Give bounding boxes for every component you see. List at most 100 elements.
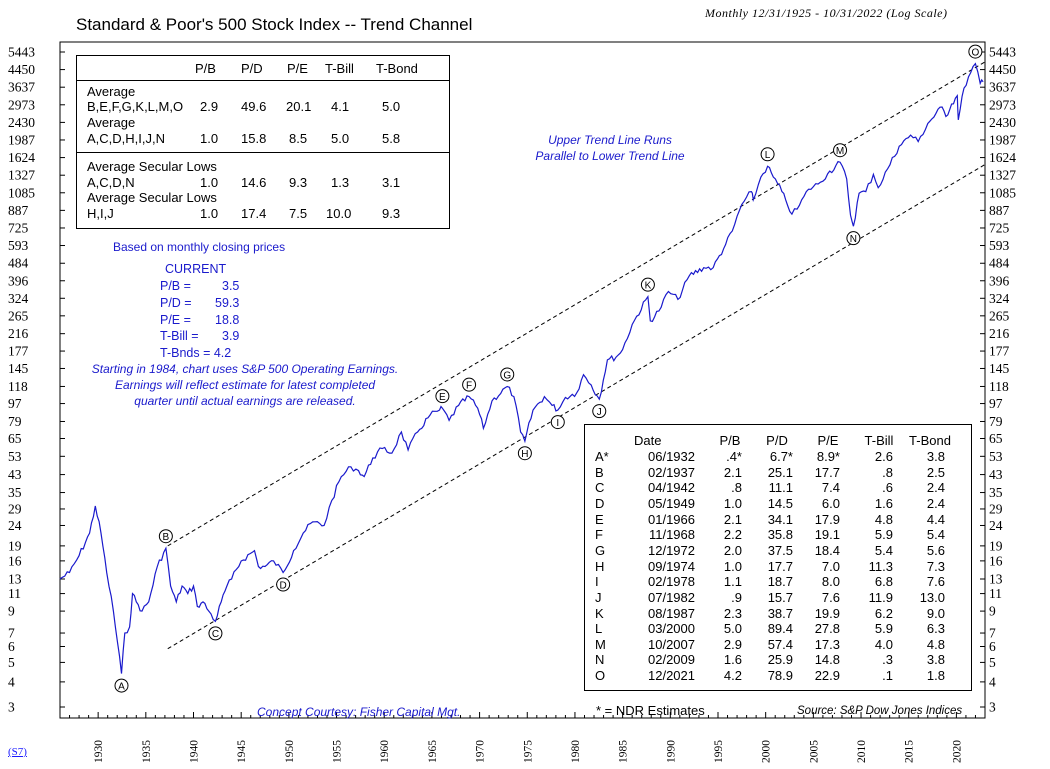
y-tick-label-right: 593 <box>989 238 1010 253</box>
y-tick-label-right: 7 <box>989 626 996 641</box>
avg-row1-label1: Average <box>87 84 136 99</box>
avg-row1-pe: 20.1 <box>286 99 312 114</box>
pt-row-pb: 2.3 <box>723 605 742 621</box>
pt-header-date: Date <box>634 433 662 448</box>
avg-row1-pd: 49.6 <box>241 99 267 114</box>
pt-row-pd: 25.9 <box>767 652 793 668</box>
current-tbnds: T-Bnds = 4.2 <box>160 346 232 360</box>
point-label-N: N <box>850 234 857 245</box>
avg-row1-tbill: 4.1 <box>331 99 350 114</box>
monthly-note: Based on monthly closing prices <box>113 240 286 254</box>
trend-note-2: Parallel to Lower Trend Line <box>535 149 685 163</box>
point-marker-L <box>760 147 775 162</box>
point-label-K: K <box>645 280 652 291</box>
y-tick-label-right: 4450 <box>989 62 1016 77</box>
date-range: Monthly 12/31/1925 - 10/31/2022 (Log Sca… <box>705 6 948 20</box>
y-tick-label-left: 79 <box>8 414 22 429</box>
y-tick-label-left: 118 <box>8 379 28 394</box>
pt-row-pd: 57.4 <box>767 636 793 652</box>
pt-row-point: C <box>595 480 605 496</box>
avg-row3-pe: 9.3 <box>289 175 308 190</box>
pt-row-date: 06/1932 <box>648 449 695 464</box>
x-tick-label: 1960 <box>379 740 391 763</box>
pt-row-pd: 11.1 <box>768 480 793 496</box>
pt-row-pd: 6.7* <box>769 449 793 464</box>
y-tick-label-left: 396 <box>8 273 29 288</box>
y-tick-label-left: 11 <box>8 586 21 601</box>
avg-header-pe: P/E <box>287 61 308 76</box>
pt-row-tbill: 5.9 <box>874 621 893 637</box>
avg-row3-label1: Average Secular Lows <box>87 159 217 174</box>
point-marker-H <box>517 446 532 461</box>
y-tick-label-right: 97 <box>989 396 1003 411</box>
x-tick-label: 2005 <box>808 740 820 763</box>
pt-row-pb: 1.0 <box>723 558 742 574</box>
avg-row3-pb: 1.0 <box>200 175 219 190</box>
pt-row-date: 02/1978 <box>648 574 695 590</box>
pt-row-pe: 19.1 <box>814 527 840 543</box>
y-tick-label-left: 9 <box>8 604 15 619</box>
y-tick-label-left: 6 <box>8 639 15 654</box>
point-marker-J <box>592 404 607 419</box>
earnings-note-3: quarter until actual earnings are releas… <box>134 394 356 408</box>
avg-row2-tbill: 5.0 <box>331 131 350 146</box>
current-pb-value: 3.5 <box>222 279 240 293</box>
x-tick-label: 1935 <box>141 740 153 763</box>
y-tick-label-left: 216 <box>8 326 29 341</box>
concept-note: Concept Courtesy: Fisher Capital Mgt. <box>257 705 461 719</box>
pt-row-pd: 78.9 <box>767 668 793 684</box>
avg-row3-tbill: 1.3 <box>331 175 350 190</box>
y-tick-label-right: 13 <box>989 571 1003 586</box>
y-tick-label-left: 29 <box>8 501 22 516</box>
pt-row-pb: 2.1 <box>723 511 742 527</box>
y-tick-label-left: 35 <box>8 485 22 500</box>
y-tick-label-left: 1624 <box>8 150 35 165</box>
pt-header-tbond: T-Bond <box>909 433 951 448</box>
x-tick-label: 1995 <box>713 740 725 763</box>
avg-row4-pd: 17.4 <box>241 206 267 221</box>
point-marker-D <box>276 577 291 592</box>
point-label-M: M <box>836 146 844 157</box>
pt-row-date: 04/1942 <box>648 480 695 496</box>
y-tick-label-right: 5443 <box>989 45 1016 60</box>
pt-row-pe: 27.8 <box>814 621 840 637</box>
current-pe-label: P/E = <box>160 313 191 327</box>
pt-row-tbill: .1 <box>882 668 893 684</box>
pt-row-point: L <box>595 621 603 637</box>
pt-row-pd: 38.7 <box>767 605 793 621</box>
point-marker-B <box>158 529 173 544</box>
avg-row4-pe: 7.5 <box>289 206 308 221</box>
y-tick-label-right: 43 <box>989 467 1003 482</box>
y-tick-label-right: 177 <box>989 344 1010 359</box>
y-tick-label-right: 2973 <box>989 97 1016 112</box>
chart-code-link[interactable]: (S7) <box>8 746 27 758</box>
x-tick-label: 1980 <box>570 740 582 763</box>
pt-row-tbond: 7.3 <box>926 558 945 574</box>
y-tick-label-right: 11 <box>989 586 1002 601</box>
pt-row-point: G <box>595 542 606 558</box>
pt-row-date: 03/2000 <box>648 621 695 637</box>
chart-title: Standard & Poor's 500 Stock Index -- Tre… <box>76 15 473 34</box>
pt-row-pb: 2.2 <box>723 527 742 543</box>
y-tick-label-left: 1987 <box>8 132 35 147</box>
point-label-D: D <box>280 580 287 591</box>
pt-row-pe: 7.0 <box>821 558 840 574</box>
pt-row-pb: .8 <box>731 480 742 496</box>
trend-line-lower <box>167 164 986 650</box>
pt-row-date: 01/1966 <box>648 511 695 527</box>
current-pe-value: 18.8 <box>215 313 240 327</box>
avg-row1-label2: B,E,F,G,K,L,M,O <box>87 99 184 114</box>
pt-row-tbond: 2.4 <box>926 495 945 511</box>
y-tick-label-left: 145 <box>8 361 29 376</box>
pt-row-pe: 8.9* <box>816 449 840 464</box>
avg-row2-label1: Average <box>87 115 136 130</box>
pt-row-pe: 19.9 <box>814 605 840 621</box>
y-tick-label-left: 177 <box>8 344 29 359</box>
pt-row-pd: 17.7 <box>767 558 793 574</box>
point-label-J: J <box>597 407 602 418</box>
y-tick-label-right: 3 <box>989 700 996 715</box>
y-tick-label-right: 16 <box>989 553 1003 568</box>
y-tick-label-left: 887 <box>8 203 29 218</box>
pt-row-pd: 34.1 <box>767 511 793 527</box>
pt-row-tbond: 4.4 <box>926 511 945 527</box>
